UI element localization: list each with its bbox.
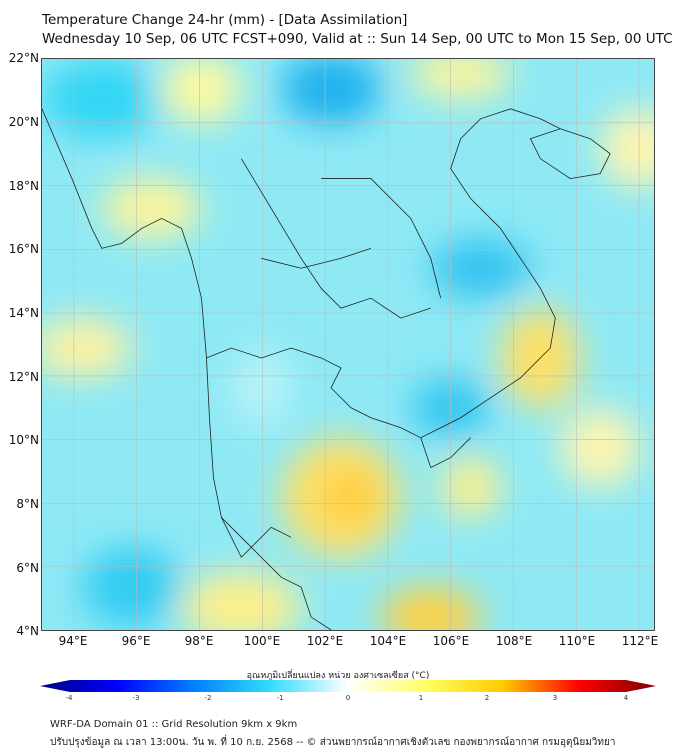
- lon-label: 108°E: [495, 634, 533, 648]
- temperature-field: [42, 59, 654, 630]
- coastlines-and-borders: [42, 108, 611, 630]
- lat-label: 12°N: [8, 370, 39, 384]
- colorbar-gradient: [40, 680, 656, 692]
- lon-label: 94°E: [58, 634, 88, 648]
- colorbar-tick: 3: [552, 694, 558, 702]
- lat-label: 16°N: [8, 242, 39, 256]
- graticule: [42, 59, 654, 630]
- lon-label: 100°E: [243, 634, 281, 648]
- colorbar-tick: -2: [204, 694, 212, 702]
- lon-label: 106°E: [432, 634, 470, 648]
- lon-label: 96°E: [121, 634, 151, 648]
- lon-label: 104°E: [369, 634, 407, 648]
- footer-model-info: WRF-DA Domain 01 :: Grid Resolution 9km …: [50, 719, 298, 730]
- footer-update-info: ปรับปรุงข้อมูล ณ เวลา 13:00น. วัน พ. ที่…: [50, 737, 616, 748]
- colorbar-tick: 2: [484, 694, 490, 702]
- lon-label: 98°E: [184, 634, 214, 648]
- lat-label: 4°N: [16, 624, 39, 638]
- lon-label: 102°E: [306, 634, 344, 648]
- colorbar-tick: 4: [623, 694, 629, 702]
- lat-label: 10°N: [8, 433, 39, 447]
- lon-label: 110°E: [558, 634, 596, 648]
- colorbar-tick: -3: [132, 694, 140, 702]
- lat-label: 20°N: [8, 115, 39, 129]
- lat-label: 8°N: [16, 497, 39, 511]
- colorbar-tick: -4: [65, 694, 73, 702]
- lon-label: 112°E: [621, 634, 659, 648]
- lat-label: 6°N: [16, 561, 39, 575]
- lat-label: 22°N: [8, 51, 39, 65]
- colorbar-tick: 0: [345, 694, 351, 702]
- colorbar-tick: 1: [418, 694, 424, 702]
- map-subtitle: Wednesday 10 Sep, 06 UTC FCST+090, Valid…: [42, 31, 673, 47]
- lat-label: 18°N: [8, 179, 39, 193]
- map-title: Temperature Change 24-hr (mm) - [Data As…: [42, 12, 408, 28]
- colorbar-tick: -1: [276, 694, 284, 702]
- colorbar-title: อุณหภูมิเปลี่ยนแปลง หน่วย องศาเซลเซียส (…: [246, 671, 430, 681]
- colorbar: [40, 680, 656, 692]
- lat-label: 14°N: [8, 306, 39, 320]
- temperature-change-map: [41, 58, 655, 631]
